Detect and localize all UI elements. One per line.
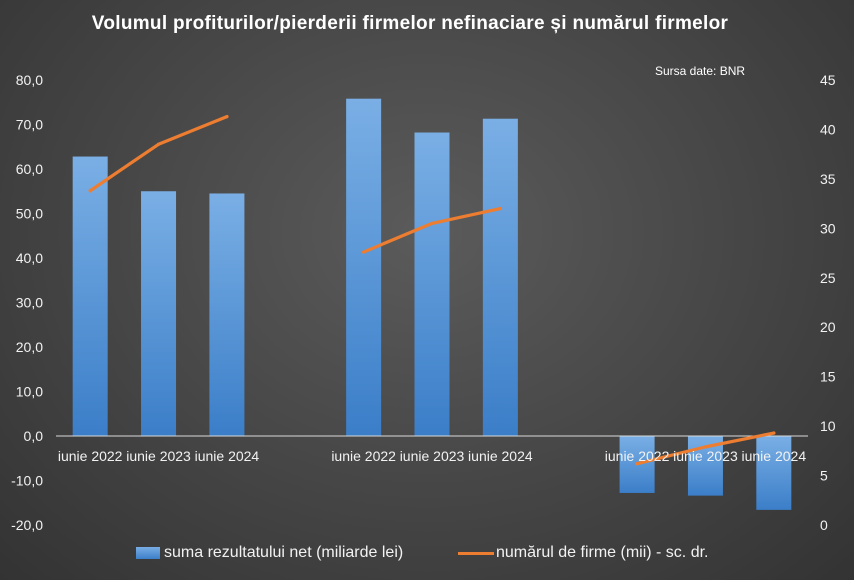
- line-point: [498, 206, 502, 211]
- bar: [209, 193, 245, 436]
- x-tick-label: iunie 2023: [673, 448, 738, 464]
- line-point: [430, 221, 434, 225]
- line-series: [88, 114, 776, 466]
- line-point: [635, 462, 639, 466]
- y-right-tick-label: 40: [820, 121, 836, 137]
- legend-item-bars: suma rezultatului net (miliarde lei): [136, 544, 403, 562]
- y-left-tick-label: 70,0: [16, 117, 43, 133]
- legend: suma rezultatului net (miliarde lei) num…: [0, 544, 854, 568]
- y-right-tick-label: 30: [820, 220, 836, 236]
- source-note: Sursa date: BNR: [655, 64, 746, 78]
- y-left-tick-label: 30,0: [16, 295, 43, 311]
- y-right-tick-label: 45: [820, 72, 836, 88]
- y-left-tick-label: 40,0: [16, 250, 43, 266]
- bar: [756, 436, 792, 510]
- bar: [482, 118, 518, 436]
- line-series-segment: [88, 114, 229, 193]
- y-right-tick-label: 15: [820, 369, 836, 385]
- x-tick-label: iunie 2023: [126, 448, 191, 464]
- bar: [346, 98, 382, 436]
- legend-bar-swatch: [136, 547, 160, 559]
- line-point: [703, 445, 708, 449]
- legend-item-line: numărul de firme (mii) - sc. dr.: [458, 544, 708, 562]
- x-tick-label: iunie 2022: [58, 448, 123, 464]
- y-right-tick-label: 10: [820, 418, 836, 434]
- y-left-tick-label: 10,0: [16, 384, 43, 400]
- bar: [72, 156, 108, 437]
- y-left-tick-label: 0,0: [24, 428, 44, 444]
- legend-label-line: numărul de firme (mii) - sc. dr.: [496, 544, 709, 561]
- y-right-tick-label: 5: [820, 468, 828, 484]
- y-right-tick-label: 20: [820, 319, 836, 335]
- y-right-tick-label: 35: [820, 171, 836, 187]
- legend-label-bars: suma rezultatului net (miliarde lei): [164, 544, 404, 561]
- x-tick-label: iunie 2024: [195, 448, 260, 464]
- x-tick-label: iunie 2022: [331, 448, 396, 464]
- bar: [414, 132, 450, 436]
- y-right-tick-label: 0: [820, 517, 828, 533]
- y-left-tick-label: 80,0: [16, 72, 43, 88]
- y-right-tick-label: 25: [820, 270, 836, 286]
- x-tick-label: iunie 2024: [742, 448, 807, 464]
- line-point: [225, 114, 229, 119]
- chart-title: Volumul profiturilor/pierderii firmelor …: [91, 13, 729, 34]
- y-axis-right: 0 5 10 15 20 25 30 35 40 45: [820, 72, 836, 533]
- line-point: [362, 250, 366, 254]
- x-axis-labels: iunie 2022 iunie 2023 iunie 2024 iunie 2022…: [58, 448, 806, 464]
- y-axis-left: -20,0 -10,0 0,0 10,0 20,0 30,0 40,0 50,0 60,0 70,…: [11, 72, 43, 533]
- x-tick-label: iunie 2023: [400, 448, 465, 464]
- y-left-tick-label: 20,0: [16, 339, 43, 355]
- legend-line-swatch: [458, 551, 494, 555]
- y-left-tick-label: 60,0: [16, 161, 43, 177]
- y-left-tick-label: -20,0: [11, 517, 43, 533]
- line-point: [772, 431, 776, 435]
- line-point: [156, 142, 161, 146]
- y-left-tick-label: -10,0: [11, 473, 43, 489]
- x-tick-label: iunie 2022: [605, 448, 670, 464]
- x-tick-label: iunie 2024: [468, 448, 533, 464]
- line-point: [88, 189, 92, 193]
- y-left-tick-label: 50,0: [16, 206, 43, 222]
- bar: [141, 191, 177, 436]
